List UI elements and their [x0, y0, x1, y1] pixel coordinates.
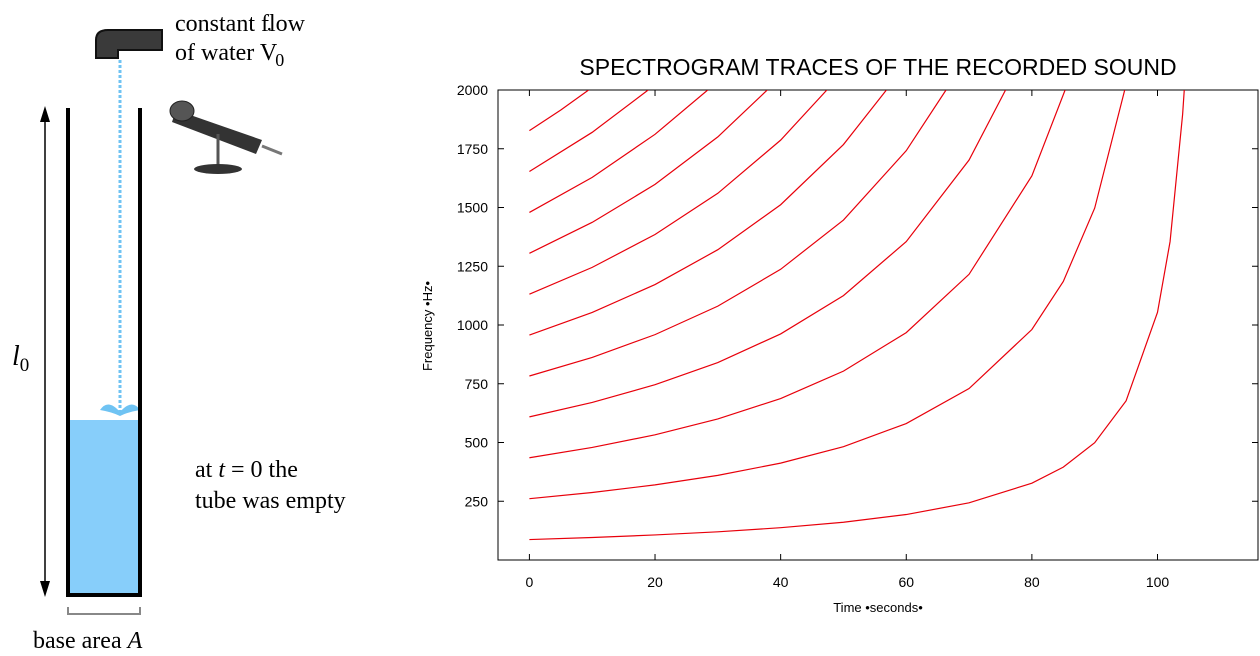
- y-tick-label: 500: [465, 435, 489, 451]
- chart: SPECTROGRAM TRACES OF THE RECORDED SOUND…: [420, 54, 1259, 615]
- base-text: base area: [33, 628, 122, 654]
- x-tick-label: 60: [898, 574, 914, 590]
- tube: [66, 108, 142, 597]
- note-text: = 0 the: [231, 457, 298, 483]
- water: [69, 420, 139, 594]
- note-text: at: [195, 457, 213, 483]
- y-tick-label: 2000: [457, 82, 488, 98]
- trace-line: [529, 90, 589, 132]
- trace-line: [529, 90, 828, 295]
- note-time: t: [218, 457, 226, 483]
- flow-label: of water V˙0: [175, 24, 284, 70]
- length-subscript: 0: [20, 355, 30, 376]
- length-symbol: l: [12, 341, 20, 372]
- trace-line: [529, 90, 768, 254]
- trace-line: [529, 90, 1185, 541]
- flow-subscript: 0: [275, 50, 284, 70]
- splash: [100, 404, 140, 416]
- note: tube was empty: [195, 488, 346, 514]
- flow-symbol: V: [260, 40, 278, 66]
- trace-line: [529, 90, 709, 213]
- trace-line: [529, 90, 1126, 500]
- flow-dot: ˙: [265, 24, 273, 50]
- base-symbol: A: [126, 628, 143, 654]
- x-axis-label: Time •seconds•: [833, 600, 923, 615]
- length-label: l0: [12, 341, 29, 376]
- y-tick-label: 1750: [457, 141, 488, 157]
- x-tick-label: 100: [1146, 574, 1170, 590]
- x-tick-label: 0: [526, 574, 534, 590]
- y-axis-label: Frequency •Hz•: [420, 281, 435, 371]
- microphone: [169, 100, 283, 174]
- x-tick-label: 80: [1024, 574, 1040, 590]
- base-label: base area A: [33, 628, 143, 654]
- trace-line: [529, 90, 1066, 459]
- base-bracket: [67, 607, 141, 615]
- y-tick-label: 750: [465, 376, 489, 392]
- y-tick-label: 250: [465, 493, 489, 509]
- faucet: [95, 29, 163, 59]
- x-tick-label: 20: [647, 574, 663, 590]
- flow-label: constant flow: [175, 11, 306, 37]
- y-tick-label: 1250: [457, 258, 488, 274]
- trace-line: [529, 90, 887, 336]
- trace-line: [529, 90, 947, 377]
- flow-text: of water: [175, 40, 254, 66]
- x-tick-label: 40: [773, 574, 789, 590]
- chart-title: SPECTROGRAM TRACES OF THE RECORDED SOUND: [579, 54, 1176, 80]
- note: at t = 0 the: [195, 457, 298, 483]
- trace-line: [529, 90, 1007, 418]
- y-tick-label: 1500: [457, 200, 488, 216]
- y-tick-label: 1000: [457, 317, 488, 333]
- trace-line: [529, 90, 649, 173]
